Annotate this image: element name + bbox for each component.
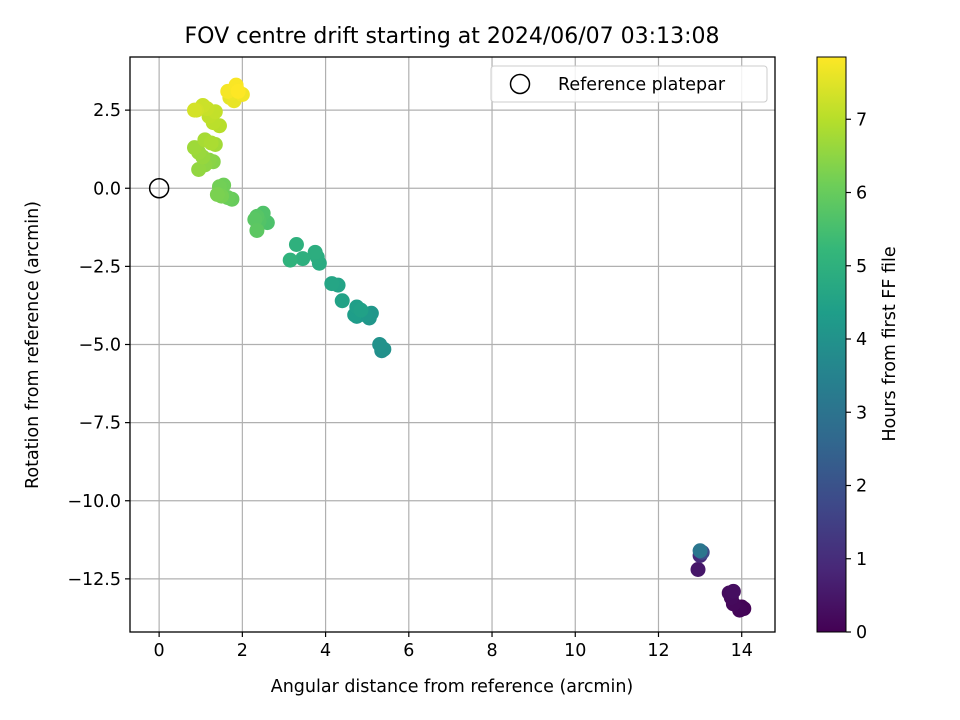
colorbar-tick-label: 7	[856, 110, 867, 130]
colorbar-ticks: 0 1 2 3 4 5 6 7	[846, 110, 867, 643]
plot-frame	[129, 56, 776, 633]
legend-box	[490, 65, 768, 103]
data-points	[187, 77, 752, 618]
colorbar: 0 1 2 3 4 5 6 7 Hours from first FF file	[816, 56, 900, 643]
data-point	[203, 135, 219, 151]
data-point	[295, 251, 311, 267]
y-tick-label: −5.0	[79, 336, 122, 356]
legend-label: Reference platepar	[558, 75, 726, 95]
data-point	[230, 83, 246, 99]
colorbar-tick-label: 5	[856, 257, 867, 277]
data-point	[288, 237, 304, 252]
data-point	[692, 543, 708, 559]
colorbar-tick-label: 2	[856, 477, 867, 497]
y-axis-ticks: 2.5 0.0 −2.5 −5.0 −7.5 −10.0 −12.5	[67, 101, 130, 590]
chart-title: FOV centre drift starting at 2024/06/07 …	[185, 24, 720, 49]
colorbar-tick-label: 0	[856, 623, 867, 643]
y-tick-label: −10.0	[67, 492, 121, 512]
y-tick-label: −12.5	[67, 570, 121, 590]
y-tick-label: −7.5	[79, 414, 122, 434]
x-tick-label: 12	[647, 641, 669, 661]
x-tick-label: 4	[320, 641, 331, 661]
data-point	[334, 293, 350, 309]
x-tick-label: 8	[486, 641, 497, 661]
colorbar-tick-label: 3	[856, 403, 867, 423]
data-point	[307, 244, 323, 260]
x-axis-label: Angular distance from reference (arcmin)	[271, 677, 634, 697]
legend: Reference platepar	[490, 65, 768, 103]
data-point	[353, 302, 369, 318]
data-point	[191, 162, 207, 177]
data-point	[209, 187, 225, 202]
legend-marker-icon	[509, 73, 531, 95]
colorbar-tick-label: 6	[856, 184, 867, 204]
colorbar-label: Hours from first FF file	[880, 246, 900, 441]
x-tick-label: 14	[731, 641, 753, 661]
x-tick-label: 0	[154, 641, 165, 661]
y-axis-label: Rotation from reference (arcmin)	[23, 201, 43, 489]
data-point	[725, 583, 741, 599]
colorbar-tick-label: 1	[856, 550, 867, 570]
data-point	[187, 140, 202, 156]
x-axis-ticks: 0 2 4 6 8 10 12 14	[154, 632, 753, 661]
y-tick-label: 2.5	[93, 101, 121, 121]
x-tick-label: 10	[564, 641, 586, 661]
x-tick-label: 2	[237, 641, 248, 661]
data-point	[187, 102, 202, 118]
x-tick-label: 6	[403, 641, 414, 661]
data-point	[372, 337, 388, 352]
grid-lines	[130, 57, 775, 632]
data-point	[690, 562, 706, 577]
data-point	[282, 252, 298, 268]
colorbar-gradient	[816, 56, 847, 633]
colorbar-tick-label: 4	[856, 330, 867, 350]
y-tick-label: −2.5	[79, 257, 122, 277]
reference-platepar-marker	[148, 178, 170, 199]
y-tick-label: 0.0	[93, 179, 121, 199]
data-point	[324, 276, 340, 292]
data-point	[249, 222, 265, 238]
